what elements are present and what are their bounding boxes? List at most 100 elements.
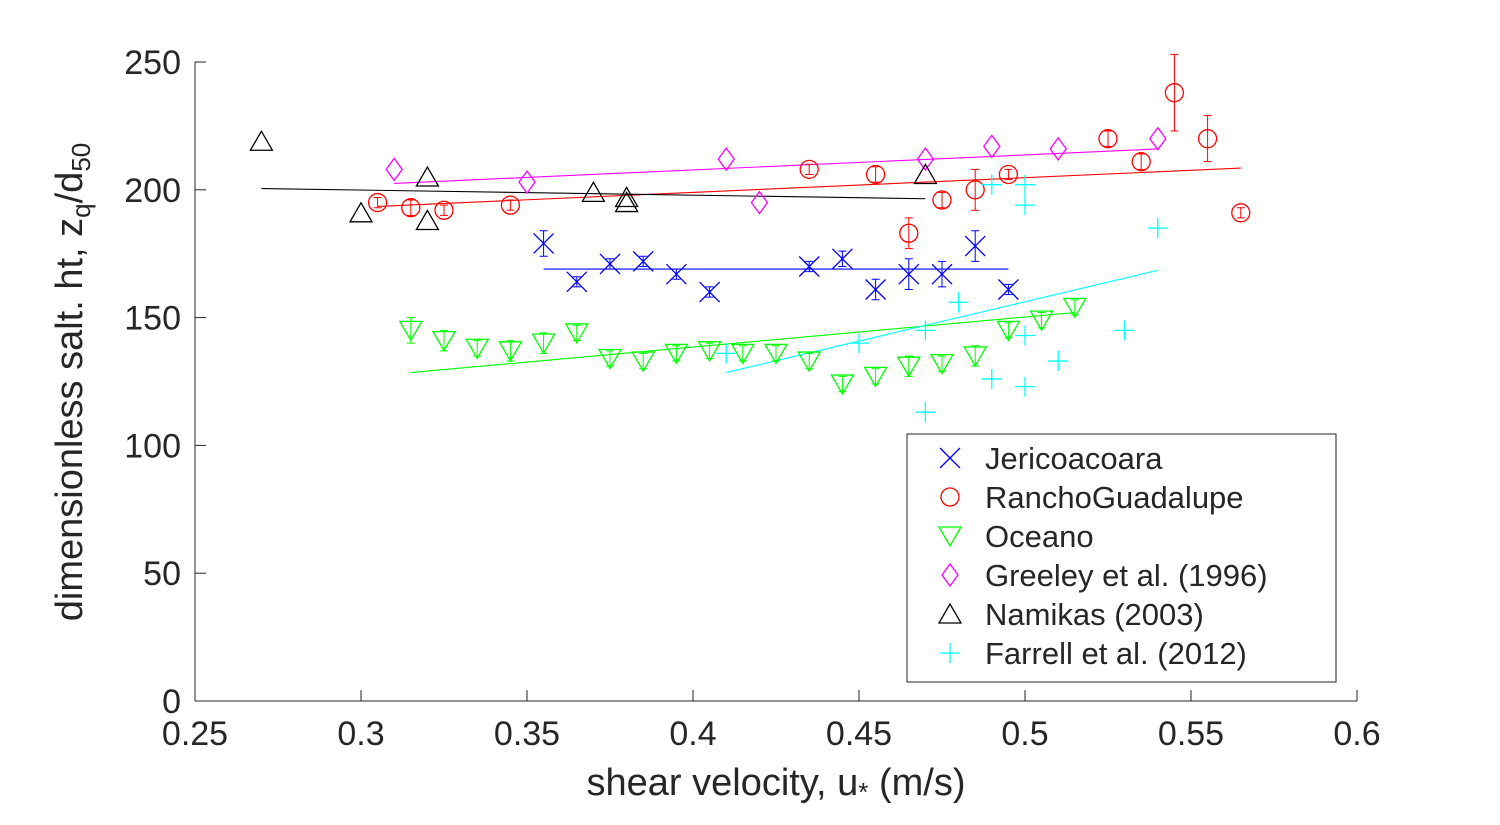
legend-marker [940,643,960,663]
data-point [929,353,955,375]
data-point [981,174,1002,195]
error-bar [1137,153,1146,170]
error-bar [506,199,515,211]
fit-line [377,167,1241,207]
data-point [1062,297,1087,319]
data-point [849,333,869,354]
error-bar [904,355,913,377]
legend-marker [939,447,961,469]
data-point [831,248,853,270]
x-tick-label: 0.6 [1333,715,1380,753]
x-tick-label: 0.25 [162,715,228,753]
error-bar [772,345,780,362]
data-point [1148,126,1167,151]
legend-box [906,433,1337,683]
error-bar [971,168,980,211]
axes: 0.25 0.3 0.35 0.4 0.45 0.5 0.55 0.6 0 50 100 150 200… [124,44,1380,753]
data-point [614,186,639,208]
data-point [963,346,988,368]
data-point [415,165,440,187]
data-point [1197,129,1218,149]
error-bar [1170,53,1179,132]
data-point [799,159,819,180]
data-point [665,263,687,285]
data-point [863,366,888,388]
series-ranchoguadalupe [367,53,1251,250]
error-bar [838,375,847,393]
error-bar [1236,207,1245,219]
data-point [965,180,985,200]
data-point [664,343,689,365]
data-point [1147,218,1168,239]
data-point [1029,310,1054,332]
fit-line [394,148,1158,184]
error-bar [406,199,415,216]
legend-label: Greeley et al. (1996) [985,558,1268,593]
series-greeley-et-al-1996 [385,126,1167,215]
series-namikas-2003 [249,129,938,231]
error-bar [871,166,880,183]
data-point [997,279,1019,300]
data-point [398,320,423,342]
error-bar [1070,299,1079,316]
data-point [500,195,521,215]
data-point [1049,136,1068,162]
data-point [1015,325,1035,346]
fit-line [726,269,1158,374]
data-point [348,201,374,223]
data-point [632,250,654,272]
error-bar [805,352,814,370]
data-point [1015,195,1035,216]
data-point [982,134,1001,159]
data-point [498,341,523,363]
error-bar [1037,311,1046,329]
data-point [599,253,621,275]
error-bar [738,345,747,362]
y-tick-label: 50 [143,555,181,593]
data-point [915,320,936,341]
data-point [916,147,935,172]
data-point [1015,376,1035,397]
legend-label: RanchoGuadalupe [985,480,1244,515]
y-axis-label: dimensionless salt. ht, zq/d50 [49,143,96,622]
legend-label: Namikas (2003) [985,597,1204,632]
x-tick-label: 0.35 [494,715,560,753]
legend-marker [940,487,960,507]
data-point [564,323,589,345]
x-tick-label: 0.45 [826,715,892,753]
error-bar [639,352,648,370]
data-point [401,198,421,218]
data-point [415,209,440,231]
data-point [597,348,623,370]
data-point [566,271,588,293]
legend-label: Jericoacoara [985,441,1163,476]
error-bar [572,324,581,342]
data-point [981,368,1002,389]
x-tick-label: 0.4 [669,715,716,753]
data-point [797,351,822,373]
y-tick-label: 0 [162,683,181,721]
series-jericoacoara [533,230,1019,303]
data-point [763,343,789,365]
data-point [1131,152,1151,172]
x-axis-label: shear velocity, u* (m/s) [587,762,966,807]
data-point [699,281,721,303]
data-point [932,190,952,210]
data-point [1114,320,1135,341]
series-oceano [398,297,1087,396]
data-point [465,338,490,360]
error-bar [904,217,913,250]
data-point [830,374,855,396]
y-tick-label: 250 [124,44,181,82]
error-bar [705,342,714,359]
legend: Jericoacoara RanchoGuadalupe Oceano Greeley… [906,433,1337,683]
plot-area [249,53,1251,423]
data-point [898,263,920,285]
error-bar [440,329,448,352]
x-tick-label: 0.55 [1158,715,1224,753]
fit-line [410,311,1075,374]
error-bar [373,196,382,209]
data-point [518,170,536,195]
data-point [899,223,919,243]
data-point [996,320,1021,342]
